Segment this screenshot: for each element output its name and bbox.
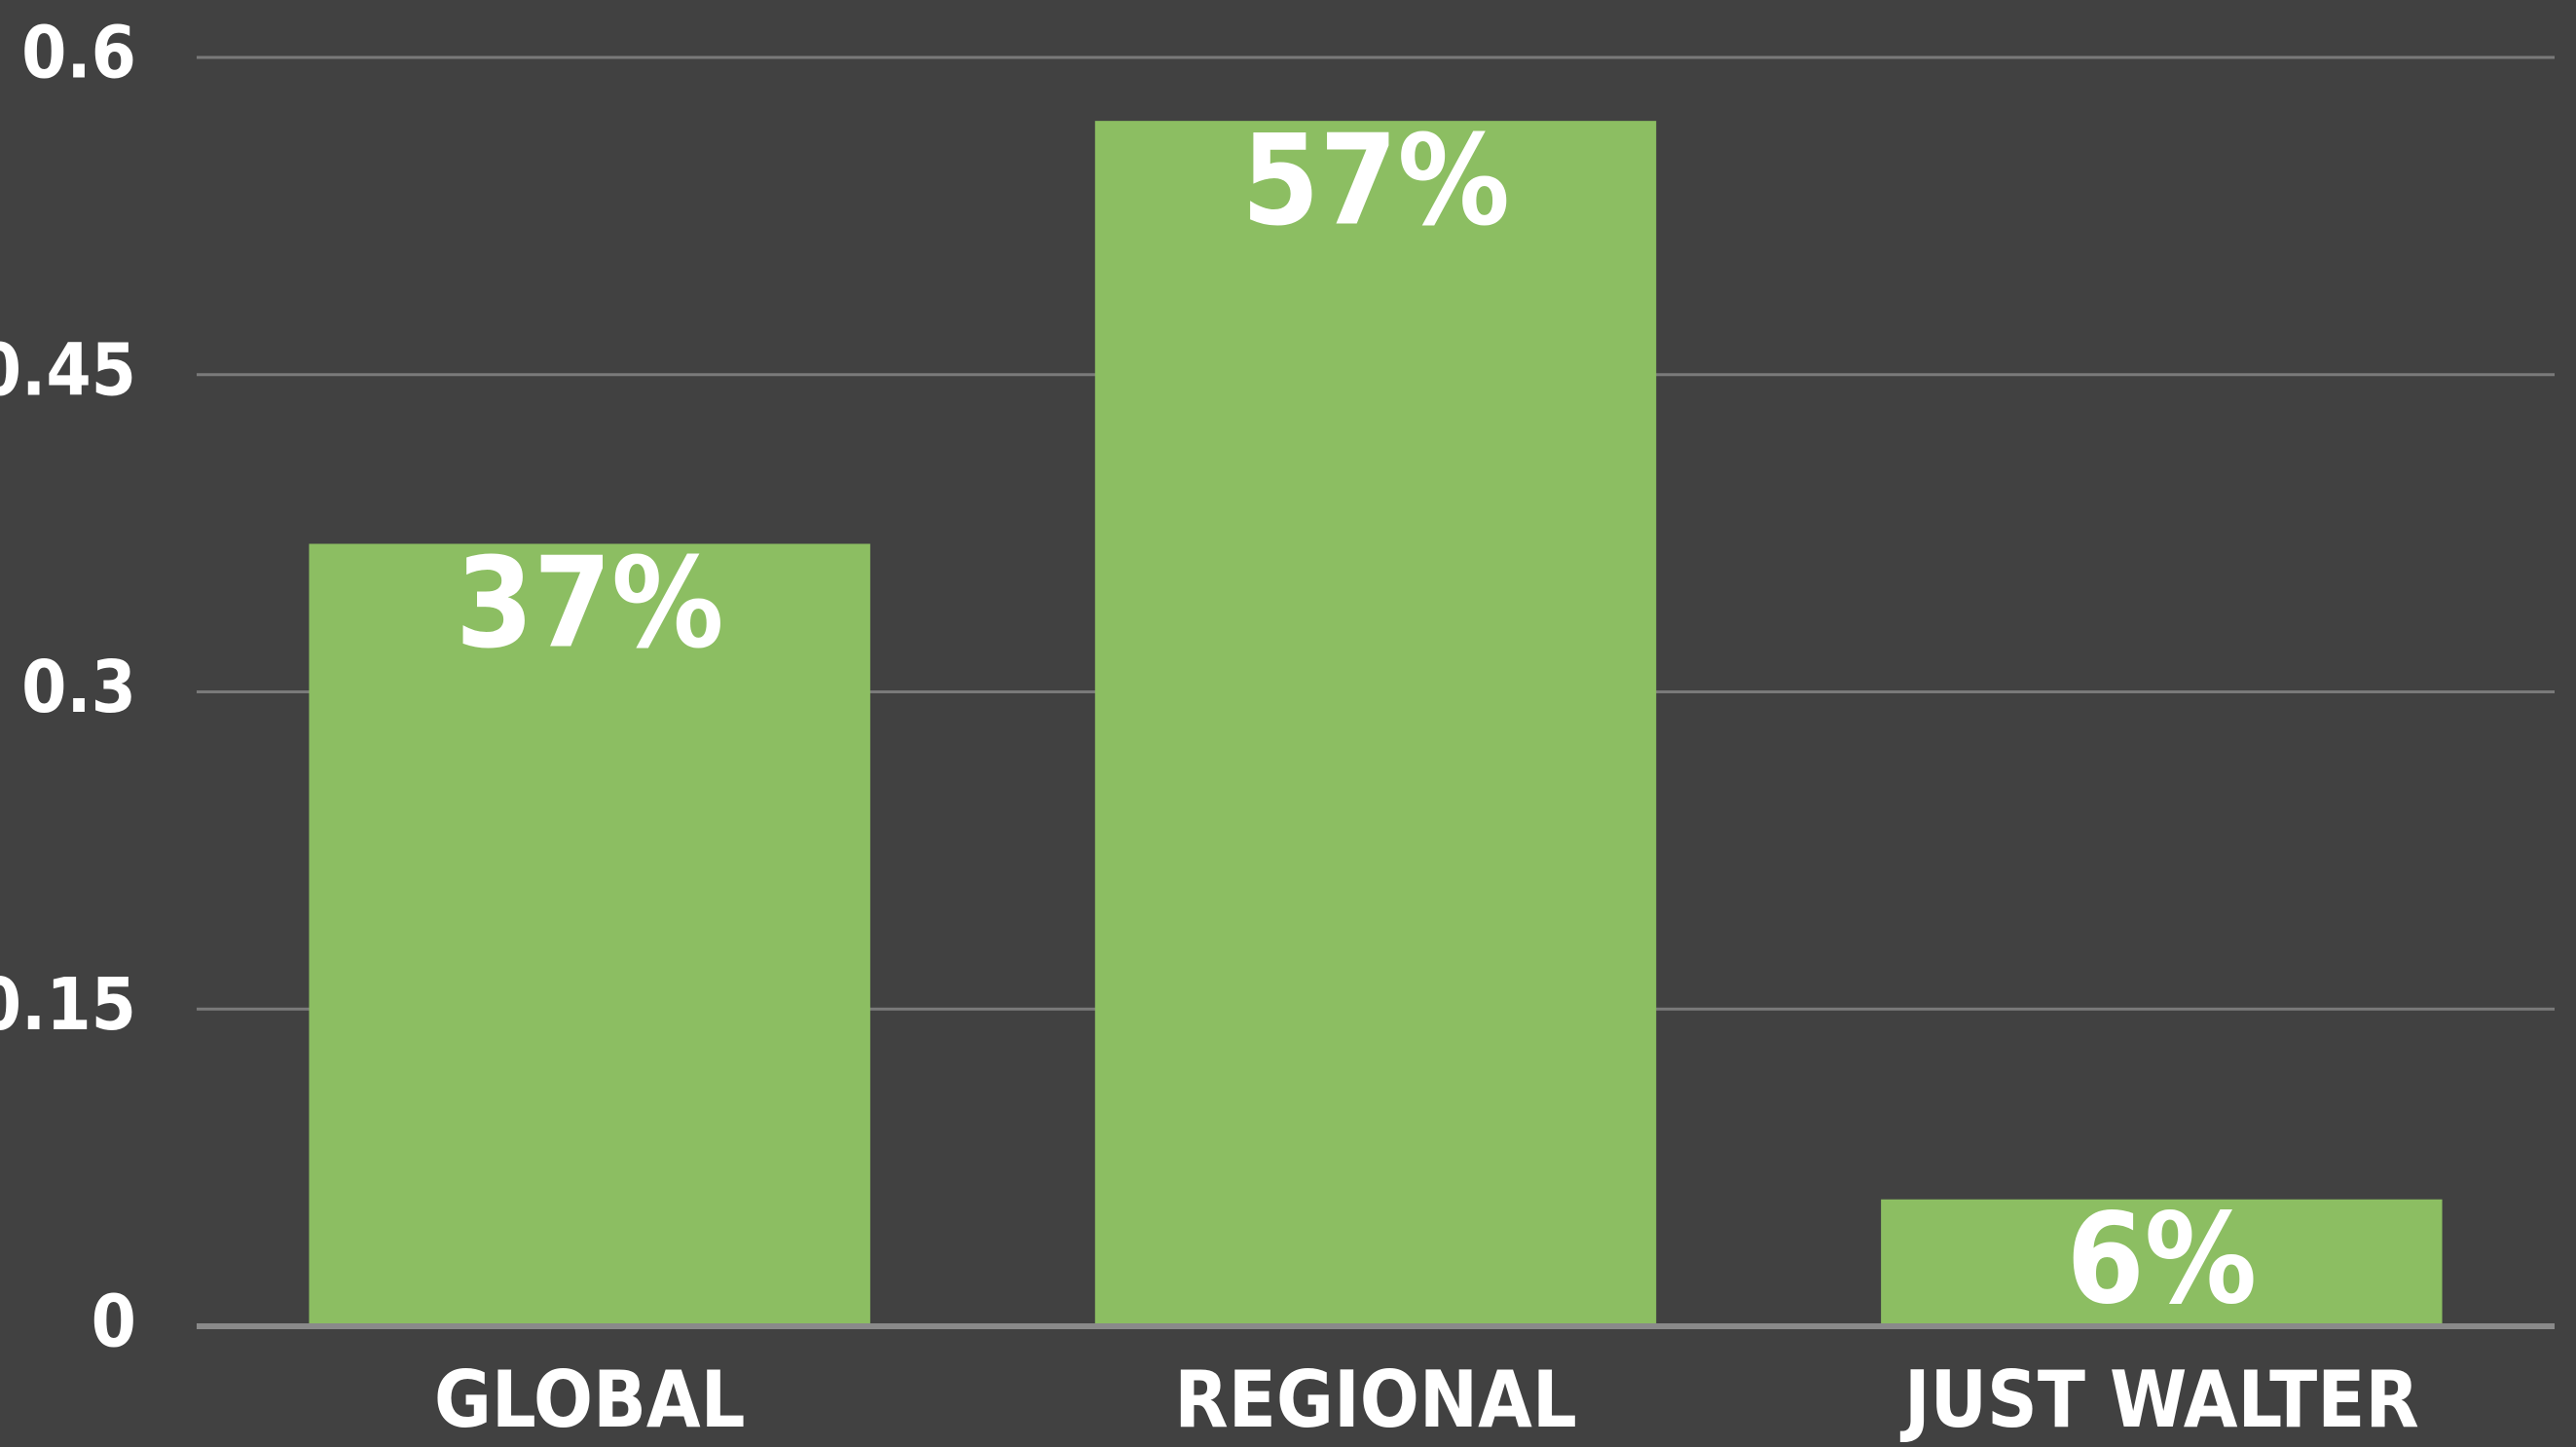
value-label: 6% bbox=[2067, 1187, 2258, 1332]
value-label: 57% bbox=[1241, 108, 1510, 253]
x-tick-label: JUST WALTER bbox=[1899, 1354, 2419, 1445]
y-tick-label: 0.3 bbox=[21, 646, 136, 729]
value-label: 37% bbox=[456, 532, 724, 677]
bar bbox=[1094, 121, 1657, 1326]
x-tick-label: REGIONAL bbox=[1174, 1354, 1576, 1445]
bar bbox=[309, 543, 870, 1326]
y-tick-label: 0.45 bbox=[0, 328, 136, 412]
bar bbox=[1881, 1199, 2443, 1326]
y-tick-label: 0.6 bbox=[21, 12, 136, 95]
x-tick-label: GLOBAL bbox=[434, 1354, 746, 1445]
y-tick-label: 0 bbox=[92, 1280, 136, 1364]
y-tick-label: 0.15 bbox=[0, 963, 136, 1047]
